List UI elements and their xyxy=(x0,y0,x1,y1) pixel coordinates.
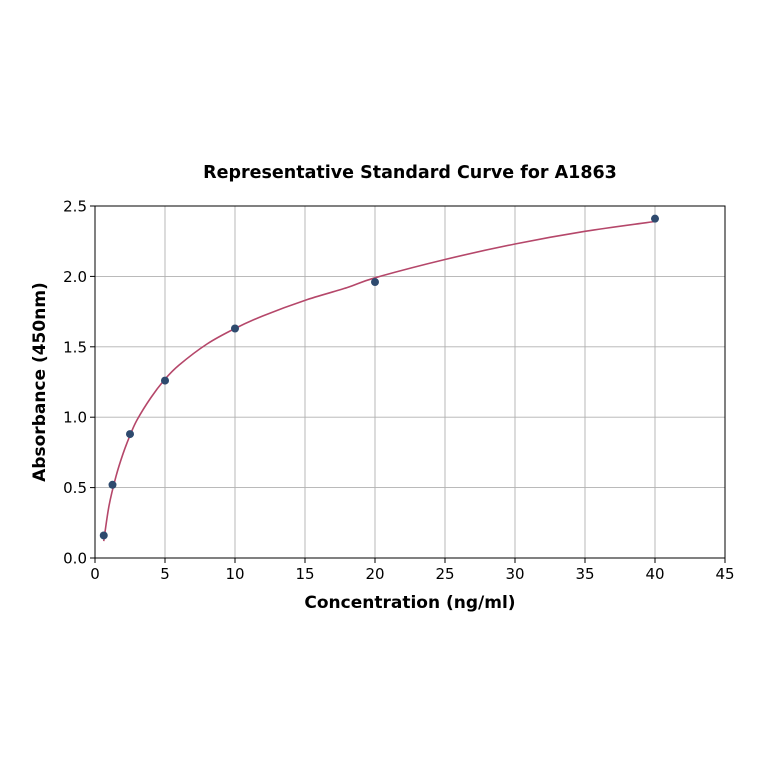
data-point xyxy=(161,376,169,385)
data-point xyxy=(99,531,108,540)
y-tick-label: 2.0 xyxy=(63,268,87,286)
y-axis-ticks: 0.0 0.5 1.0 1.5 2.0 2.5 xyxy=(63,198,95,568)
data-point xyxy=(108,480,117,489)
data-point xyxy=(231,324,239,333)
data-points xyxy=(99,214,659,540)
y-tick-label: 0.0 xyxy=(63,550,87,568)
x-tick-label: 40 xyxy=(645,565,664,583)
x-tick-label: 10 xyxy=(225,565,244,583)
fitted-curve-line xyxy=(102,220,656,542)
x-tick-label: 35 xyxy=(575,565,594,583)
x-tick-label: 25 xyxy=(435,565,454,583)
x-axis-label: Concentration (ng/ml) xyxy=(304,593,515,613)
data-point xyxy=(126,430,134,439)
y-tick-label: 1.0 xyxy=(63,409,87,427)
x-tick-label: 5 xyxy=(160,565,170,583)
x-axis-ticks: 0 5 10 15 20 25 30 35 40 45 xyxy=(90,558,735,583)
data-point xyxy=(651,214,659,223)
y-tick-label: 2.5 xyxy=(63,198,87,216)
plot-frame xyxy=(94,205,726,559)
y-tick-label: 1.5 xyxy=(63,338,87,356)
x-tick-label: 20 xyxy=(365,565,384,583)
data-point xyxy=(371,278,379,287)
x-tick-label: 30 xyxy=(505,565,524,583)
x-tick-label: 0 xyxy=(90,565,100,583)
fitted-curve xyxy=(102,220,656,542)
chart-title: Representative Standard Curve for A1863 xyxy=(203,163,617,183)
grid-lines xyxy=(94,205,726,559)
x-tick-label: 15 xyxy=(295,565,314,583)
x-tick-label: 45 xyxy=(715,565,734,583)
y-tick-label: 0.5 xyxy=(63,479,87,497)
y-axis-label: Absorbance (450nm) xyxy=(30,282,50,482)
